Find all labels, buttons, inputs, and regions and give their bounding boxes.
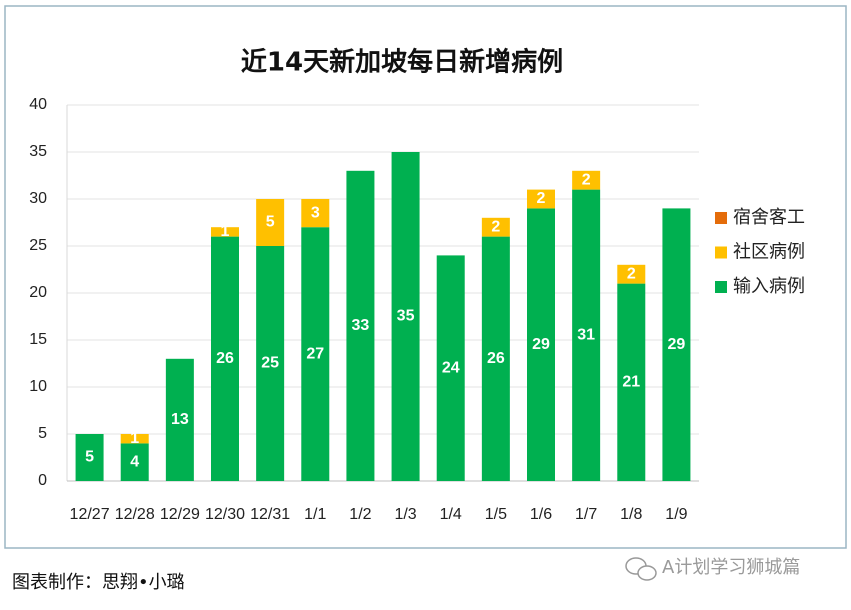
bar-segment (391, 152, 420, 481)
value-label: 21 (622, 374, 640, 391)
y-tick-label: 15 (29, 331, 47, 348)
legend-label: 宿舍客工 (733, 207, 805, 228)
bar-segment (75, 434, 104, 481)
bar-segment (301, 227, 330, 481)
watermark: A计划学习狮城篇 (662, 557, 800, 578)
bar-segment (662, 208, 691, 481)
bar-segment (256, 199, 285, 246)
value-label: 1 (221, 223, 230, 240)
value-label: 26 (487, 350, 505, 367)
value-label: 3 (311, 204, 320, 221)
x-tick-label: 12/30 (205, 506, 245, 523)
legend-label: 社区病例 (733, 242, 805, 263)
chart-title: 近14天新加坡每日新增病例 (241, 47, 563, 78)
value-label: 33 (352, 317, 370, 334)
x-tick-label: 12/28 (115, 506, 155, 523)
value-label: 2 (491, 218, 500, 235)
x-tick-label: 1/3 (394, 506, 416, 523)
x-tick-label: 12/27 (70, 506, 110, 523)
bar-segment (572, 189, 601, 481)
bar-segment (120, 434, 149, 444)
bar-segment (527, 189, 555, 209)
value-label: 29 (532, 336, 550, 353)
y-tick-label: 20 (29, 284, 47, 301)
x-tick-label: 1/9 (665, 506, 687, 523)
wechat-icon (625, 557, 657, 581)
value-label: 2 (537, 190, 546, 207)
value-label: 31 (577, 327, 595, 344)
bar-segment (481, 217, 510, 237)
x-tick-label: 1/8 (620, 506, 642, 523)
value-label: 24 (442, 359, 460, 376)
bar-segment (481, 236, 510, 481)
x-tick-label: 1/7 (575, 506, 597, 523)
value-label: 35 (397, 308, 415, 325)
value-label: 27 (306, 345, 324, 362)
value-label: 1 (130, 430, 139, 447)
bar-segment (256, 246, 285, 481)
y-tick-label: 35 (29, 143, 47, 160)
bar-segment (572, 170, 601, 190)
bar-segment (617, 283, 646, 481)
bar-segment (346, 170, 375, 482)
y-tick-label: 0 (38, 472, 47, 489)
bar-segment (211, 236, 239, 481)
bar-segment (120, 443, 149, 481)
credit: 图表制作：思翔•小璐 (12, 572, 185, 593)
legend-swatch (715, 281, 727, 293)
value-label: 5 (85, 449, 94, 466)
value-label: 25 (261, 355, 279, 372)
value-label: 26 (216, 350, 234, 367)
bar-segment (527, 208, 555, 481)
y-tick-label: 40 (29, 96, 47, 113)
y-tick-label: 5 (38, 425, 47, 442)
x-tick-label: 1/2 (349, 506, 371, 523)
legend-swatch (715, 212, 727, 224)
x-tick-label: 1/1 (304, 506, 326, 523)
bar-segment (436, 255, 465, 481)
value-label: 29 (668, 336, 686, 353)
y-tick-label: 30 (29, 190, 47, 207)
bar-segment (211, 227, 239, 237)
value-label: 2 (582, 171, 591, 188)
x-tick-label: 1/6 (530, 506, 552, 523)
legend-label: 输入病例 (733, 276, 805, 297)
x-tick-label: 12/29 (160, 506, 200, 523)
value-label: 4 (130, 453, 139, 470)
y-tick-label: 10 (29, 378, 47, 395)
x-tick-label: 1/4 (440, 506, 462, 523)
x-tick-label: 1/5 (485, 506, 507, 523)
bar-segment (165, 358, 194, 481)
value-label: 13 (171, 411, 189, 428)
x-tick-label: 12/31 (250, 506, 290, 523)
bar-segment (617, 264, 646, 284)
value-label: 5 (266, 214, 275, 231)
legend-swatch (715, 246, 727, 259)
value-label: 2 (627, 265, 636, 282)
bar-segment (301, 199, 330, 228)
y-tick-label: 25 (29, 237, 47, 254)
